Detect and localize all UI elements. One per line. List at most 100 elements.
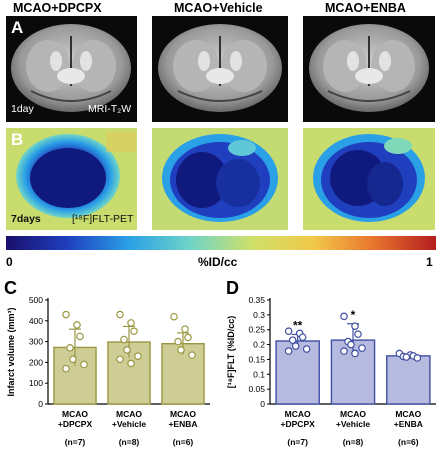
data-point xyxy=(69,355,77,364)
data-point xyxy=(284,347,293,355)
colorbar-max-label: 1 xyxy=(426,255,433,269)
pet-heatmap-image xyxy=(6,128,137,230)
pet-panel-vehicle xyxy=(152,128,288,230)
significance-marker: ** xyxy=(293,318,303,332)
data-point xyxy=(402,353,411,361)
data-point xyxy=(73,321,81,329)
colorbar-min-label: 0 xyxy=(6,255,13,269)
data-point xyxy=(298,333,307,341)
mri-panel-vehicle xyxy=(152,16,288,122)
data-point xyxy=(123,346,131,354)
data-point xyxy=(288,336,297,344)
panel-letter-b: B xyxy=(11,130,24,149)
category-label: +Vehicle xyxy=(112,419,147,429)
n-label: (n=6) xyxy=(173,437,194,447)
column-title-vehicle: MCAO+Vehicle xyxy=(174,1,263,15)
data-point xyxy=(188,351,196,359)
data-point xyxy=(351,322,359,330)
data-point xyxy=(62,310,70,319)
data-point xyxy=(120,335,128,344)
y-tick-label: 0.15 xyxy=(248,354,265,364)
data-point xyxy=(76,332,84,341)
y-tick-label: 400 xyxy=(29,316,43,326)
category-label: +Vehicle xyxy=(336,419,371,429)
y-tick-label: 500 xyxy=(29,295,43,305)
data-point xyxy=(130,327,138,336)
data-point xyxy=(413,354,422,362)
y-tick-label: 0.2 xyxy=(253,340,265,350)
data-point xyxy=(291,342,300,350)
data-point xyxy=(116,310,124,319)
modality-label-pet: [¹⁸F]FLT-PET xyxy=(72,213,134,225)
bar xyxy=(275,340,320,405)
column-title-enba: MCAO+ENBA xyxy=(325,1,406,15)
y-tick-label: 100 xyxy=(29,378,43,388)
data-point xyxy=(80,360,88,369)
y-tick-label: 0.1 xyxy=(253,369,265,379)
category-label: +ENBA xyxy=(168,419,197,429)
y-tick-label: 200 xyxy=(29,357,43,367)
y-axis-label: Infarct volume (mm³) xyxy=(6,307,16,396)
data-point xyxy=(184,333,192,342)
category-label: MCAO xyxy=(340,409,366,419)
category-label: MCAO xyxy=(285,409,311,419)
pet-heatmap-image xyxy=(152,128,288,230)
y-tick-label: 0 xyxy=(38,399,43,409)
panel-letter-a: A xyxy=(11,18,24,37)
panel-letter-d: D xyxy=(226,278,239,298)
n-label: (n=6) xyxy=(398,437,419,447)
category-label: MCAO xyxy=(395,409,421,419)
data-point xyxy=(302,345,311,353)
data-point xyxy=(134,352,142,360)
bar xyxy=(386,355,431,405)
n-label: (n=7) xyxy=(65,437,86,447)
data-point xyxy=(284,327,293,336)
modality-label-mri: MRI-T₂W xyxy=(88,103,132,115)
y-tick-label: 300 xyxy=(29,337,43,347)
pet-panel-enba xyxy=(303,128,435,230)
data-point xyxy=(116,355,124,364)
n-label: (n=8) xyxy=(119,437,140,447)
mri-panel-enba xyxy=(303,16,435,122)
y-tick-label: 0.25 xyxy=(248,325,265,335)
y-tick-label: 0.35 xyxy=(248,295,265,305)
colorbar xyxy=(6,236,436,250)
data-point xyxy=(170,312,178,321)
data-point xyxy=(181,325,189,333)
data-point xyxy=(66,344,74,352)
y-tick-label: 0.05 xyxy=(248,384,265,394)
data-point xyxy=(127,359,135,368)
y-axis-label: [¹⁸F]FLT (%ID/cc) xyxy=(226,316,236,389)
data-point xyxy=(62,364,70,373)
y-tick-label: 0.3 xyxy=(253,310,265,320)
pet-heatmap-image xyxy=(303,128,435,230)
mri-brain-image xyxy=(309,24,429,112)
data-point xyxy=(127,319,135,327)
mri-panel-dpcpx: A 1day MRI-T₂W xyxy=(6,16,137,122)
data-point xyxy=(174,337,182,346)
category-label: +DPCPX xyxy=(281,419,316,429)
pet-panel-dpcpx: B 7days [¹⁸F]FLT-PET xyxy=(6,128,137,230)
data-point xyxy=(340,312,348,321)
panel-letter-c: C xyxy=(4,278,17,298)
category-label: MCAO xyxy=(170,409,196,419)
chart-flt-uptake: 0 0.05 0.1 0.15 0.2 0.25 0.3 0.35 [¹⁸F]FLT (%ID/… xyxy=(226,295,436,447)
n-label: (n=7) xyxy=(287,437,308,447)
category-label: MCAO xyxy=(62,409,88,419)
time-label-7days: 7days xyxy=(11,213,41,225)
data-point xyxy=(358,344,366,352)
data-point xyxy=(347,340,355,349)
data-point xyxy=(354,330,362,338)
significance-marker: * xyxy=(351,308,356,322)
category-label: +ENBA xyxy=(394,419,423,429)
data-point xyxy=(351,349,359,358)
mri-brain-image xyxy=(11,24,131,112)
data-point xyxy=(340,347,348,355)
chart-infarct-volume: 0 100 200 300 400 500 Infarct volume (mm³) MCAO… xyxy=(6,295,210,447)
time-label-1day: 1day xyxy=(11,103,34,115)
y-tick-label: 0 xyxy=(260,399,265,409)
category-label: +DPCPX xyxy=(58,419,93,429)
data-point xyxy=(177,346,185,354)
n-label: (n=8) xyxy=(343,437,364,447)
mri-brain-image xyxy=(158,24,282,112)
